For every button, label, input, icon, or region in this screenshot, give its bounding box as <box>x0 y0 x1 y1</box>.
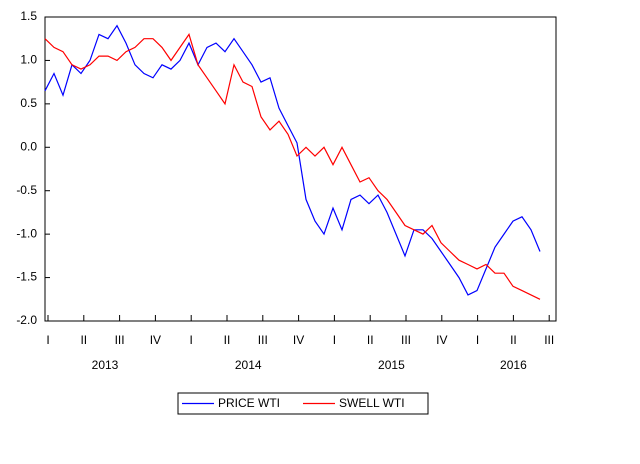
x-tick-label: II <box>367 333 374 347</box>
x-tick-label: III <box>115 333 125 347</box>
year-label: 2015 <box>378 358 405 372</box>
x-tick-label: I <box>190 333 193 347</box>
x-tick-label: I <box>476 333 479 347</box>
x-tick-label: II <box>510 333 517 347</box>
year-label: 2014 <box>235 358 262 372</box>
x-tick-label: III <box>258 333 268 347</box>
x-tick-label: IV <box>150 333 161 347</box>
x-tick-label: III <box>401 333 411 347</box>
x-tick-label: IV <box>293 333 304 347</box>
y-tick-label: 0.5 <box>20 96 37 110</box>
y-tick-label: -0.5 <box>16 183 37 197</box>
series-line <box>44 33 541 300</box>
y-tick-label: -1.0 <box>16 226 37 240</box>
x-tick-label: IV <box>436 333 447 347</box>
x-tick-label: II <box>80 333 87 347</box>
x-tick-label: II <box>224 333 231 347</box>
series-line <box>44 24 541 296</box>
y-tick-label: -2.0 <box>16 313 37 327</box>
y-tick-label: 0.0 <box>20 139 37 153</box>
year-label: 2013 <box>92 358 119 372</box>
y-tick-label: -1.5 <box>16 270 37 284</box>
x-tick-label: I <box>46 333 49 347</box>
legend-label: SWELL WTI <box>339 396 405 410</box>
x-tick-label: I <box>333 333 336 347</box>
year-label: 2016 <box>500 358 527 372</box>
plot-frame <box>44 16 557 322</box>
x-tick-label: III <box>544 333 554 347</box>
legend-label: PRICE WTI <box>218 396 280 410</box>
y-tick-label: 1.0 <box>20 53 37 67</box>
y-tick-label: 1.5 <box>20 9 37 23</box>
